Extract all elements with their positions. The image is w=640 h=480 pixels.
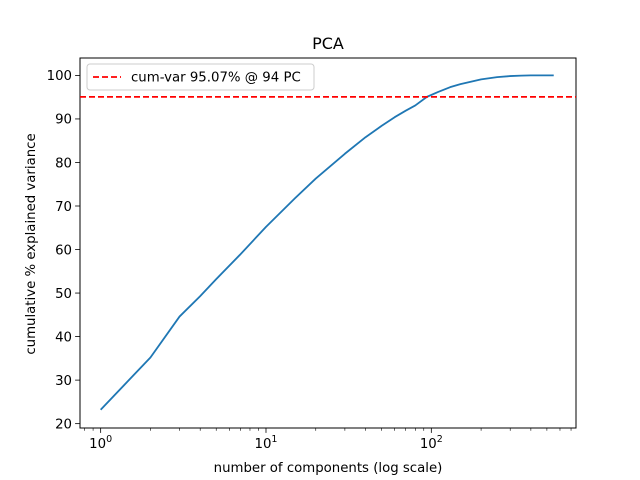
chart-title: PCA	[312, 34, 344, 53]
y-tick-label: 40	[55, 330, 72, 345]
x-tick-label: 102	[420, 434, 443, 452]
y-tick-label: 70	[55, 200, 72, 215]
x-tick-label: 101	[255, 434, 278, 452]
legend-box	[86, 63, 315, 91]
y-axis: 20 30 40 50 60 70 80 90 100	[47, 69, 80, 432]
y-tick-label: 60	[55, 243, 72, 258]
x-tick-label: 100	[89, 434, 112, 452]
cumulative-variance-line	[100, 74, 554, 411]
plot-frame	[79, 57, 577, 429]
y-tick-label: 80	[55, 156, 72, 171]
plot-area	[79, 57, 577, 429]
y-tick-label: 20	[55, 417, 72, 432]
y-tick-label: 90	[55, 113, 72, 128]
series-layer	[100, 74, 554, 411]
x-axis: 100 101 102	[84, 428, 572, 452]
legend: cum-var 95.07% @ 94 PC	[86, 63, 315, 91]
y-tick-label: 50	[55, 287, 72, 302]
y-tick-label: 100	[47, 69, 72, 84]
y-axis-label: cumulative % explained variance	[24, 133, 39, 354]
legend-label: cum-var 95.07% @ 94 PC	[131, 71, 301, 86]
x-axis-label: number of components (log scale)	[214, 461, 443, 476]
y-tick-label: 30	[55, 374, 72, 389]
